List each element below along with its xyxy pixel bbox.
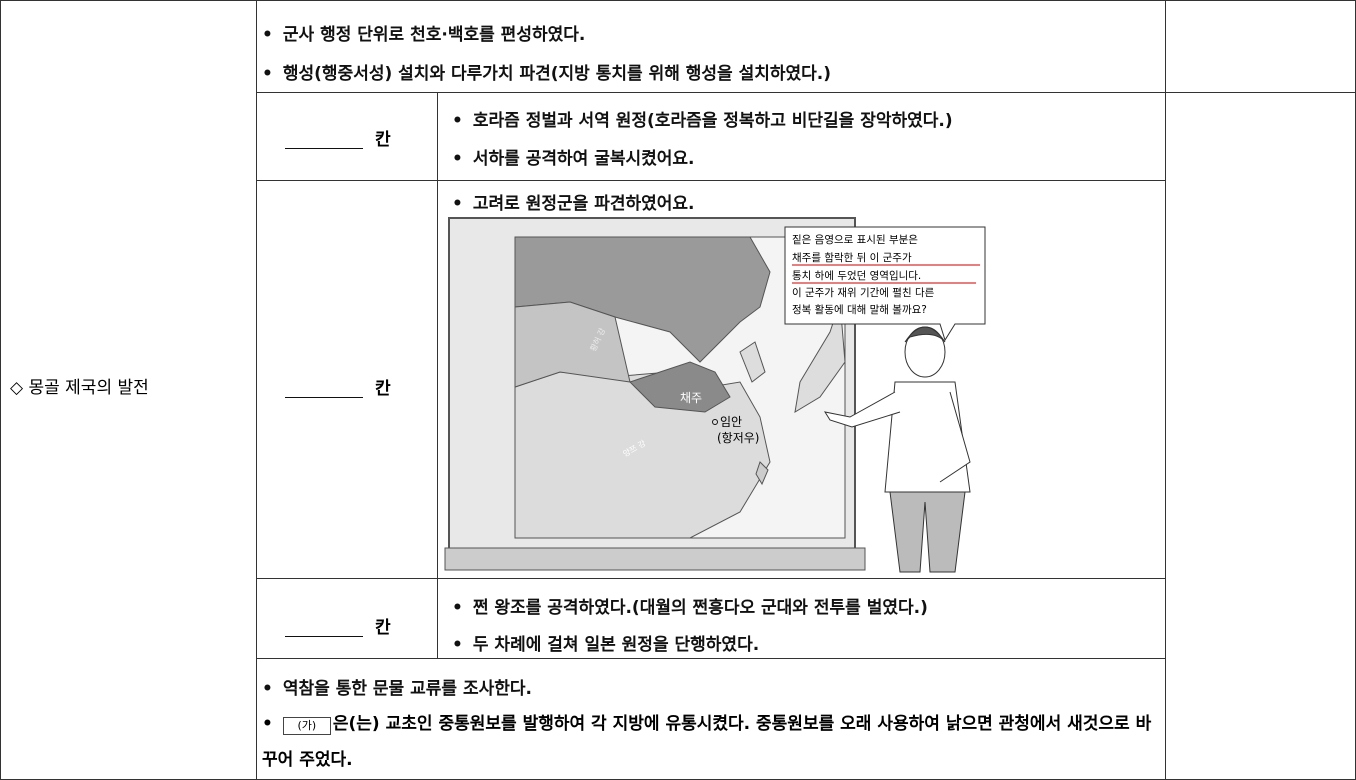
figure: 채주 임안 (항저우) 황허 강 양쯔 강 짙은 음영으로 표시된 부분은 채주… [444,217,986,573]
place-label: (항저우) [717,431,759,445]
bullet: 고려로 원정군을 파견하였어요. [452,189,695,214]
heading: ◇ 몽골 제국의 발전 [10,378,149,398]
bullet: 서하를 공격하여 굴복시켰어요. [452,144,695,169]
bullet: 군사 행정 단위로 천호·백호를 편성하였다. [262,20,585,45]
bubble-line: 정복 활동에 대해 말해 볼까요? [792,303,927,316]
row-line [256,658,1166,659]
bubble-line: 채주를 함락한 뒤 이 군주가 [792,252,912,264]
bubble-line: 이 군주가 재위 기간에 펼친 다른 [792,286,935,299]
row-line [256,92,1356,93]
row-line [256,578,1166,579]
ruler-label: 칸 [375,130,391,150]
column-line [437,92,438,658]
bullet: 쩐 왕조를 공격하였다.(대월의 쩐흥다오 군대와 전투를 벌였다.) [452,593,928,618]
bullet: 행성(행중서성) 설치와 다루가치 파견(지방 통치를 위해 행성을 설치하였다… [262,59,831,84]
row-line [256,180,1166,181]
place-label: 임안 [720,415,742,429]
bullet: 역참을 통한 문물 교류를 조사한다. [262,674,532,699]
bubble-line: 통치 하에 두었던 영역입니다. [792,269,921,282]
bullet-text: 은(는) 교초인 중통원보를 발행하여 각 지방에 유통시켰다. 중통원보를 오… [262,714,1152,770]
blank-box: (가) [282,717,331,735]
bullet: (가)은(는) 교초인 중통원보를 발행하여 각 지방에 유통시켰다. 중통원보… [262,706,1152,778]
bubble-line: 짙은 음영으로 표시된 부분은 [792,234,918,246]
ruler-label: 칸 [375,379,391,399]
ruler-label: 칸 [375,618,391,638]
bullet: 두 차례에 걸쳐 일본 원정을 단행하였다. [452,630,759,655]
bullet: 호라즘 정벌과 서역 원정(호라즘을 정복하고 비단길을 장악하였다.) [452,106,953,131]
place-label: 채주 [680,391,702,405]
